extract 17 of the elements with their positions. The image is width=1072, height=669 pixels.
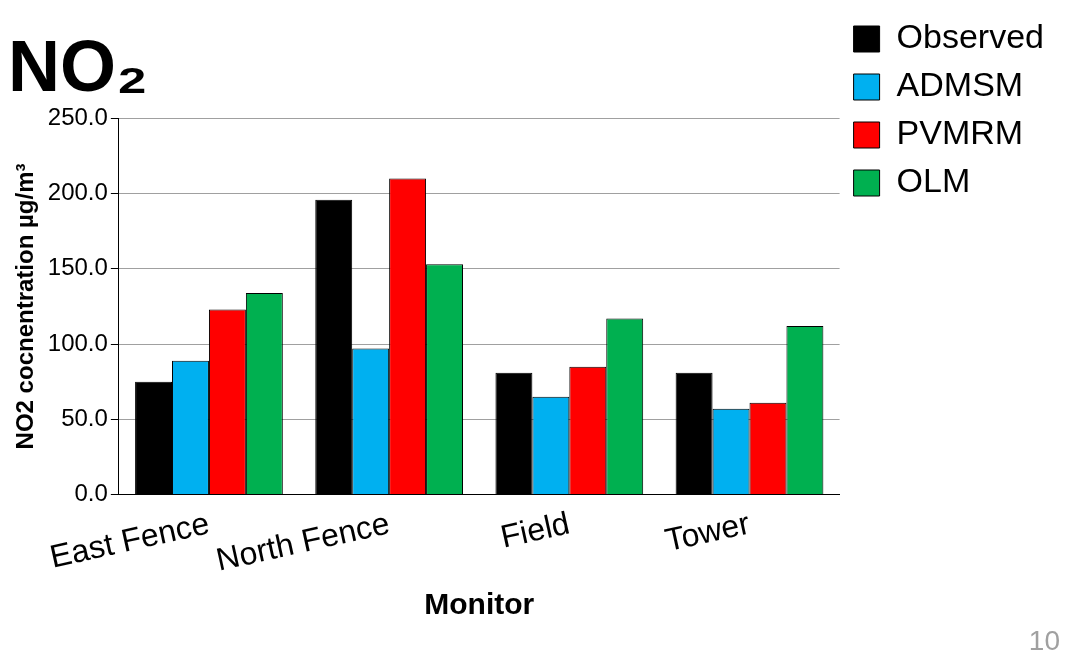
y-axis-title: NO2 cocnentration µg/m³: [11, 163, 39, 450]
x-tick-label: Tower: [661, 504, 754, 559]
legend-label: OLM: [896, 161, 971, 200]
legend-label: ADMSM: [896, 65, 1024, 104]
y-tick-label: 100.0: [47, 328, 108, 356]
legend-label: PVMRM: [896, 113, 1024, 152]
y-tick-label: 150.0: [47, 253, 108, 281]
y-tick-label: 0.0: [74, 479, 108, 507]
x-tick-label: Field: [497, 504, 573, 555]
y-tick-label: 200.0: [47, 178, 108, 206]
text: 10: [1028, 624, 1060, 656]
x-tick-label: East Fence: [46, 504, 213, 575]
x-axis-title: Monitor: [424, 587, 535, 621]
y-tick-label: 50.0: [61, 403, 108, 431]
bar: [135, 381, 173, 495]
legend-label: Observed: [896, 17, 1044, 56]
x-tick-label: North Fence: [212, 504, 393, 578]
